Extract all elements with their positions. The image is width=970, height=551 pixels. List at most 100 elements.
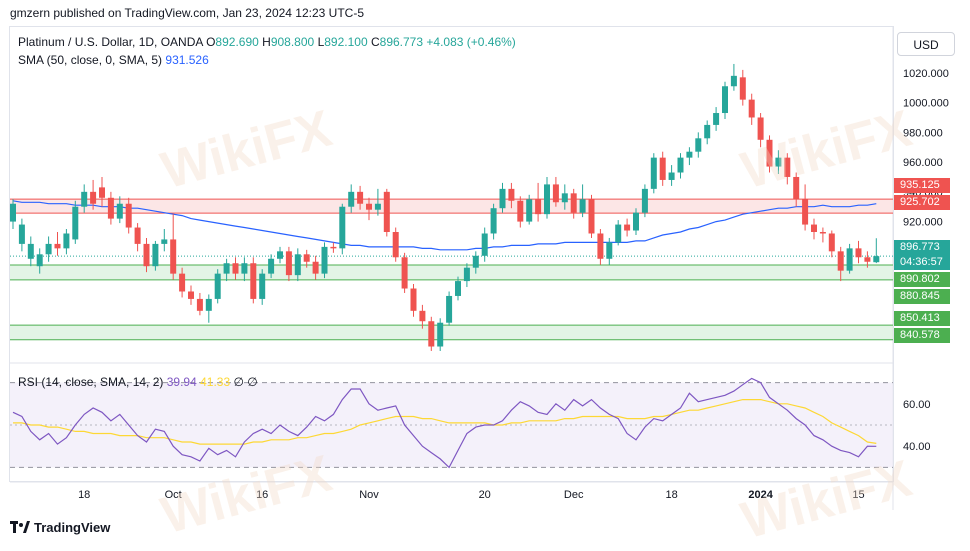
sma-legend[interactable]: SMA (50, close, 0, SMA, 5) 931.526: [18, 53, 209, 67]
candle-body: [188, 291, 194, 299]
candle-body: [446, 295, 453, 323]
time-tick-label: 20: [479, 489, 491, 501]
tradingview-brand[interactable]: TradingView: [10, 520, 110, 536]
zone-support-1: [10, 265, 893, 280]
candle-body: [45, 243, 52, 255]
candle-body: [437, 322, 444, 347]
candle-body: [597, 233, 604, 259]
price-tick-label: 980.000: [903, 127, 943, 139]
candle-body: [704, 124, 711, 139]
candle-body: [624, 224, 631, 231]
candle-body: [383, 191, 390, 232]
candle-body: [508, 188, 515, 201]
candle-body: [36, 254, 43, 267]
published-line: gmzern published on TradingView.com, Jan…: [10, 6, 364, 20]
candle-body: [757, 117, 764, 140]
candle-body: [802, 199, 809, 225]
candle-body: [72, 206, 79, 240]
candle-body: [570, 193, 577, 213]
candle-body: [748, 99, 755, 118]
candle-body: [677, 157, 684, 173]
candle-body: [811, 224, 817, 232]
candle-body: [784, 157, 791, 177]
rsi-legend[interactable]: RSI (14, close, SMA, 14, 2) 39.94 41.33 …: [18, 375, 258, 389]
candle-body: [793, 176, 800, 200]
candle-body: [54, 243, 61, 249]
time-tick-label: 18: [665, 489, 677, 501]
zone-resistance-0: [10, 199, 893, 214]
rsi-sma-value: 41.33: [200, 375, 231, 389]
candle-body: [668, 172, 675, 180]
candle-body: [232, 263, 239, 274]
currency-button[interactable]: USD: [897, 32, 955, 56]
candle-body: [730, 75, 737, 87]
zone-support-2: [10, 325, 893, 340]
candle-body: [366, 203, 372, 210]
candle-body: [517, 200, 524, 222]
zone-mid-lo-tag: 880.845: [894, 289, 950, 304]
candle-body: [330, 246, 337, 249]
candle-body: [250, 263, 257, 299]
candle-body: [81, 191, 88, 207]
candle-body: [205, 298, 212, 311]
price-tick-label: 1000.000: [903, 98, 949, 110]
candle-body: [650, 157, 657, 189]
zone-mid-hi-tag: 890.802: [894, 272, 950, 287]
candle-body: [268, 258, 275, 274]
rsi-value: 39.94: [166, 375, 197, 389]
candle-body: [27, 243, 34, 259]
candle-body: [321, 246, 328, 274]
time-tick-label: Oct: [165, 489, 182, 501]
time-tick-label: 2024: [748, 489, 773, 501]
countdown-tag: 04:36:57: [894, 255, 950, 270]
candle-body: [526, 199, 533, 222]
symbol-label[interactable]: Platinum / U.S. Dollar, 1D, OANDA: [18, 35, 203, 49]
candle-body: [223, 263, 230, 274]
rsi-extra: ∅ ∅: [233, 375, 258, 389]
candle-body: [722, 86, 728, 114]
last-price-tag: 896.773: [894, 240, 950, 255]
candle-body: [196, 298, 203, 311]
candle-body: [819, 232, 826, 234]
candle-body: [401, 257, 408, 289]
candle-body: [348, 191, 355, 207]
time-tick-label: Dec: [564, 489, 584, 501]
candle-body: [116, 203, 123, 219]
candle-body: [481, 233, 488, 256]
candle-body: [277, 251, 283, 259]
candle-body: [357, 191, 364, 204]
candle-body: [695, 138, 702, 152]
candle-body: [179, 273, 186, 292]
candle-body: [686, 151, 693, 158]
candle-body: [419, 310, 426, 322]
candle-body: [606, 242, 613, 259]
candle-body: [10, 203, 16, 222]
candle-body: [428, 321, 435, 347]
tradingview-logo-icon: [10, 521, 30, 536]
candle-body: [535, 199, 542, 215]
candle-body: [837, 251, 844, 271]
change-value: +4.083 (+0.46%): [426, 35, 516, 49]
candle-body: [659, 157, 666, 180]
candle-body: [161, 239, 168, 244]
candle-body: [739, 77, 746, 100]
candle-body: [873, 256, 880, 263]
candle-body: [134, 227, 141, 244]
rsi-tick-label: 60.00: [903, 399, 931, 411]
candle-body: [143, 243, 150, 267]
time-tick-label: Nov: [359, 489, 379, 501]
high-value: 908.800: [270, 35, 315, 49]
candle-body: [588, 199, 595, 234]
candle-body: [90, 191, 97, 204]
candle-body: [552, 184, 559, 203]
time-tick-label: 18: [78, 489, 90, 501]
low-label: L: [317, 35, 325, 49]
candle-body: [499, 188, 506, 209]
price-tick-label: 960.000: [903, 157, 943, 169]
zone-top-lo-tag: 925.702: [894, 195, 950, 210]
candle-body: [579, 199, 586, 213]
candle-body: [63, 233, 70, 249]
candle-body: [472, 255, 479, 268]
zone-low-lo-tag: 840.578: [894, 328, 950, 343]
